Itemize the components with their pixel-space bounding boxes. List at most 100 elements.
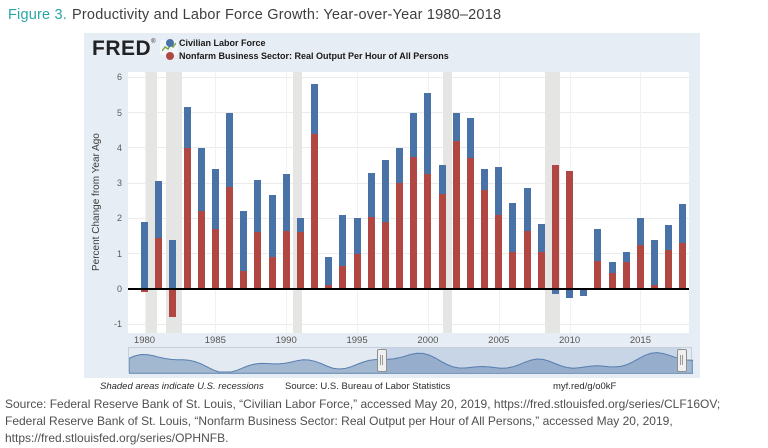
bar-segment[interactable]	[651, 285, 659, 289]
bar-segment[interactable]	[240, 271, 248, 289]
recession-band	[442, 72, 452, 333]
bar-segment[interactable]	[339, 214, 347, 266]
legend-item-labor-force[interactable]: Civilian Labor Force	[166, 38, 449, 48]
y-tick-label: 3	[116, 178, 122, 189]
bar-segment[interactable]	[268, 257, 276, 289]
v-gridline	[640, 72, 642, 333]
bar-segment[interactable]	[141, 221, 148, 289]
bar-segment[interactable]	[608, 273, 616, 289]
bar-segment[interactable]	[679, 204, 687, 244]
slider-handle-left[interactable]	[377, 349, 388, 372]
bar-segment[interactable]	[509, 202, 517, 252]
bar-segment[interactable]	[141, 288, 148, 293]
bar-segment[interactable]	[353, 253, 361, 289]
bar-segment[interactable]	[594, 260, 602, 289]
bar-segment[interactable]	[282, 230, 290, 289]
bar-segment[interactable]	[452, 112, 460, 141]
bar-segment[interactable]	[509, 251, 517, 289]
fred-short-link[interactable]: myf.red/g/o0kF	[553, 381, 617, 392]
y-tick-label: 1	[116, 248, 122, 259]
bar-segment[interactable]	[325, 285, 333, 289]
bar-segment[interactable]	[169, 239, 177, 289]
bar-segment[interactable]	[211, 168, 219, 229]
bar-segment[interactable]	[396, 183, 404, 289]
bar-segment[interactable]	[183, 107, 191, 148]
bar-segment[interactable]	[282, 174, 290, 231]
bar-segment[interactable]	[636, 244, 644, 289]
bar-segment[interactable]	[622, 251, 630, 263]
bar-segment[interactable]	[424, 174, 432, 289]
bar-segment[interactable]	[226, 112, 234, 187]
bar-segment[interactable]	[254, 232, 262, 289]
bar-segment[interactable]	[551, 288, 559, 295]
bar-segment[interactable]	[155, 181, 163, 238]
bar-segment[interactable]	[339, 265, 347, 289]
bar-segment[interactable]	[211, 228, 219, 289]
bar-segment[interactable]	[240, 211, 248, 272]
y-tick-label: 6	[116, 72, 122, 83]
bar-segment[interactable]	[311, 133, 319, 289]
bar-segment[interactable]	[495, 214, 503, 289]
bar-segment[interactable]	[651, 239, 659, 286]
bar-segment[interactable]	[268, 195, 276, 258]
y-tick-label: 2	[116, 213, 122, 224]
bar-segment[interactable]	[466, 117, 474, 159]
bar-segment[interactable]	[396, 147, 404, 184]
legend-marker-blue-icon	[166, 39, 174, 47]
legend-item-productivity[interactable]: Nonfarm Business Sector: Real Output Per…	[166, 51, 449, 61]
bar-segment[interactable]	[410, 156, 418, 289]
bar-segment[interactable]	[523, 230, 531, 289]
bar-segment[interactable]	[381, 160, 389, 222]
bar-segment[interactable]	[226, 186, 234, 289]
bar-segment[interactable]	[438, 193, 446, 289]
bar-segment[interactable]	[523, 188, 531, 231]
bar-segment[interactable]	[410, 112, 418, 157]
bar-segment[interactable]	[311, 84, 319, 134]
bar-segment[interactable]	[665, 250, 673, 289]
legend: Civilian Labor Force Nonfarm Business Se…	[166, 38, 449, 64]
figure-title: Figure 3. Productivity and Labor Force Gr…	[8, 7, 501, 23]
bar-segment[interactable]	[495, 167, 503, 215]
bar-segment[interactable]	[665, 225, 673, 251]
date-range-slider[interactable]	[128, 347, 693, 374]
x-tick-label: 2010	[559, 335, 581, 346]
bar-segment[interactable]	[636, 218, 644, 245]
bar-segment[interactable]	[537, 251, 545, 289]
bar-segment[interactable]	[452, 140, 460, 289]
bar-segment[interactable]	[679, 243, 687, 289]
bar-segment[interactable]	[580, 288, 588, 296]
bar-segment[interactable]	[155, 237, 163, 289]
bar-segment[interactable]	[594, 228, 602, 261]
bar-segment[interactable]	[197, 147, 205, 212]
x-tick-label: 2015	[629, 335, 652, 346]
x-tick-label: 2005	[488, 335, 510, 346]
bar-segment[interactable]	[438, 165, 446, 194]
bar-segment[interactable]	[566, 170, 574, 289]
bar-segment[interactable]	[183, 147, 191, 289]
bar-segment[interactable]	[481, 168, 489, 191]
bar-segment[interactable]	[381, 221, 389, 289]
bar-segment[interactable]	[424, 93, 432, 175]
bar-segment[interactable]	[622, 262, 630, 289]
bar-segment[interactable]	[367, 216, 375, 289]
bar-segment[interactable]	[353, 218, 361, 254]
bar-segment[interactable]	[197, 211, 205, 289]
bar-segment[interactable]	[169, 288, 177, 318]
bar-segment[interactable]	[537, 223, 545, 252]
bar-segment[interactable]	[296, 218, 304, 233]
bar-segment[interactable]	[481, 190, 489, 289]
bar-segment[interactable]	[608, 262, 616, 274]
fred-logo[interactable]: FRED ®	[92, 38, 178, 59]
bar-segment[interactable]	[325, 257, 333, 286]
slider-handle-right[interactable]	[677, 349, 688, 372]
bar-segment[interactable]	[551, 165, 559, 289]
bar-segment[interactable]	[566, 288, 574, 298]
bar-segment[interactable]	[466, 158, 474, 289]
h-gridline	[128, 147, 689, 149]
y-tick-label: 4	[116, 142, 122, 153]
bar-segment[interactable]	[296, 232, 304, 289]
bar-segment[interactable]	[367, 172, 375, 217]
h-gridline	[128, 112, 689, 114]
h-gridline	[128, 217, 689, 219]
bar-segment[interactable]	[254, 179, 262, 233]
